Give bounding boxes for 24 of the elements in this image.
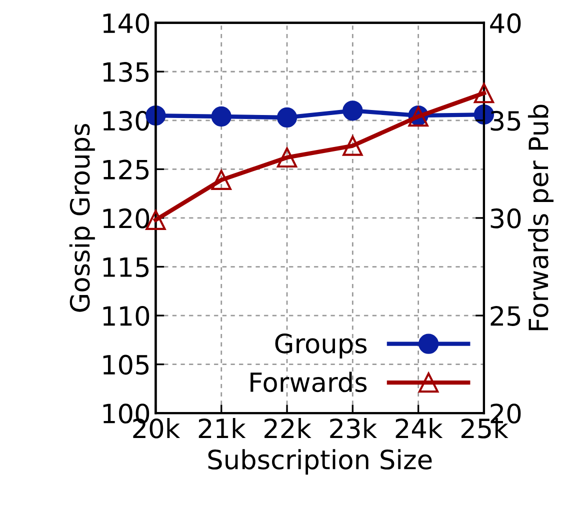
point: [211, 170, 232, 190]
y-tick-label: 140: [103, 13, 150, 34]
x-tick-label: 22k: [264, 418, 312, 438]
x-axis-title: Subscription Size: [208, 449, 432, 475]
y2-tick-label: 35: [490, 110, 520, 131]
x-tick-label: 21k: [198, 418, 246, 438]
y-tick-label: 135: [103, 62, 149, 82]
y2-tick-label: 30: [490, 208, 521, 228]
point: [342, 136, 363, 156]
y-tick-label: 110: [103, 306, 150, 326]
y-tick-label: 120: [103, 208, 150, 228]
y2-tick-label: 40: [490, 13, 521, 34]
y2-axis-title: Forwards per Pub: [528, 104, 554, 330]
y-tick-label: 105: [103, 354, 149, 375]
x-tick-label: 24k: [396, 418, 443, 438]
point: [474, 83, 494, 104]
x-tick-label: 23k: [330, 418, 378, 438]
y-tick-label: 115: [103, 258, 149, 278]
y-axis-title: Gossip Groups: [69, 124, 95, 312]
y-tick-label: 125: [103, 160, 149, 180]
legend-label: Forwards: [250, 372, 367, 392]
point: [276, 147, 298, 168]
y2-tick-label: 25: [490, 306, 520, 326]
legend-label: Groups: [275, 333, 367, 359]
